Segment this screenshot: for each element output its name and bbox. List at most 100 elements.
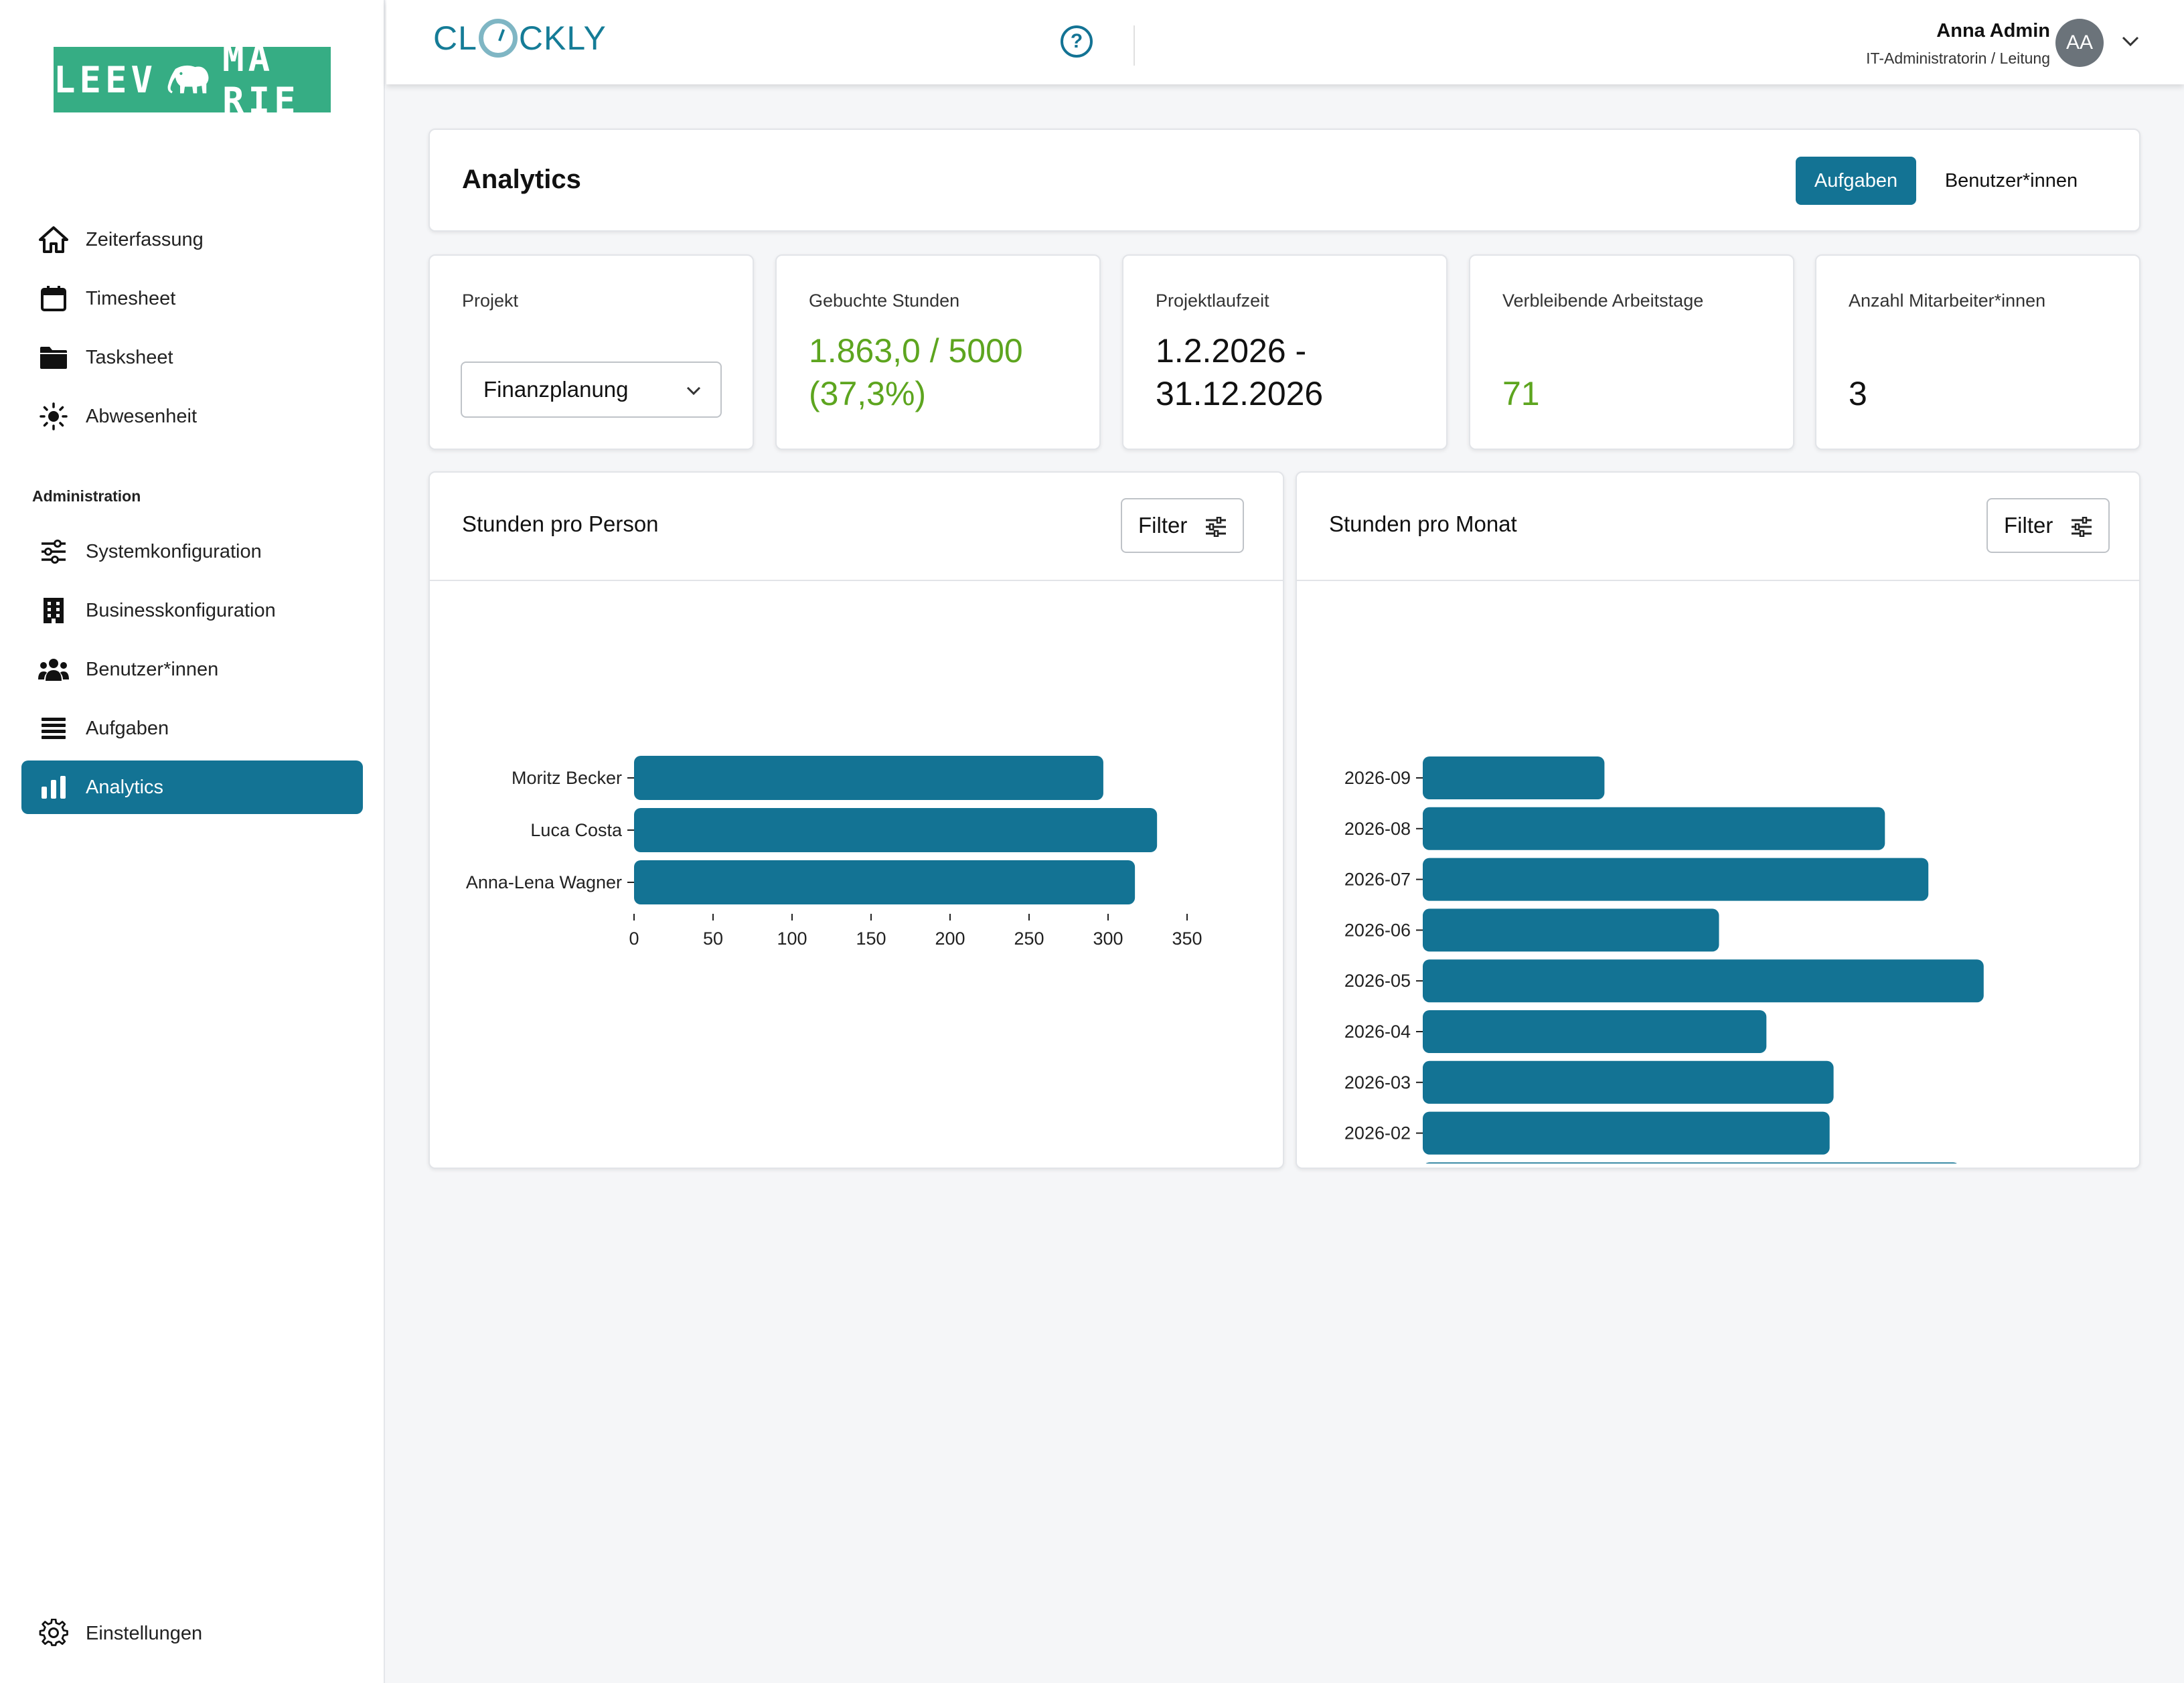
sidebar-item-benutzer[interactable]: Benutzer*innen: [21, 643, 363, 696]
bar-chart-month: 2026-09 2026-08 2026-07 2026-06 2026-05 2026-…: [1344, 756, 1984, 1164]
chart-card-hours-per-month: Stunden pro Monat Filter 2026-09 2026-08 2…: [1296, 471, 2140, 1169]
filter-label: Filter: [1138, 513, 1188, 538]
project-select-value: Finanzplanung: [483, 377, 629, 402]
filter-button[interactable]: Filter: [1121, 498, 1244, 553]
stat-label: Verbleibende Arbeitstage: [1502, 291, 1704, 311]
runtime-end: 31.12.2026: [1156, 375, 1324, 412]
sidebar-item-label: Analytics: [86, 776, 164, 798]
help-button[interactable]: ?: [1061, 25, 1093, 58]
booked-hours-percent: (37,3%): [809, 375, 927, 412]
sidebar-item-tasksheet[interactable]: Tasksheet: [21, 331, 363, 384]
stat-label: Projekt: [462, 291, 519, 311]
chart-bar[interactable]: [634, 808, 1158, 852]
brand-text-right: CKLY: [518, 19, 607, 57]
clock-icon: [478, 19, 518, 58]
stat-card-project: Projekt Finanzplanung: [428, 254, 754, 450]
tab-benutzer[interactable]: Benutzer*innen: [1944, 169, 2078, 191]
sidebar-item-label: Businesskonfiguration: [86, 599, 276, 621]
company-logo[interactable]: LEEV MA RIE: [54, 37, 331, 122]
y-tick-label: 2026-07: [1344, 870, 1411, 890]
sidebar-item-label: Aufgaben: [86, 717, 169, 739]
y-tick-label: Anna-Lena Wagner: [466, 872, 622, 892]
help-icon: ?: [1070, 30, 1083, 52]
calendar-icon: [27, 285, 80, 312]
y-tick-label: Moritz Becker: [512, 768, 622, 788]
folder-icon: [27, 345, 80, 370]
sidebar-item-analytics[interactable]: Analytics: [21, 760, 363, 814]
x-tick-label: 300: [1093, 929, 1123, 949]
chart-bar[interactable]: [1423, 807, 1885, 850]
sidebar-item-zeiterfassung[interactable]: Zeiterfassung: [21, 213, 363, 266]
user-name: Anna Admin: [1936, 20, 2050, 42]
chevron-down-icon[interactable]: [2120, 31, 2140, 51]
booked-hours-value: 1.863,0 / 5000: [809, 332, 1023, 370]
x-tick-label: 150: [856, 929, 886, 949]
stat-label: Anzahl Mitarbeiter*innen: [1849, 291, 2046, 311]
filter-button[interactable]: Filter: [1986, 498, 2110, 553]
sliders-icon: [1206, 517, 1226, 537]
sidebar-item-label: Abwesenheit: [86, 405, 198, 427]
stat-card-remaining-days: Verbleibende Arbeitstage 71: [1469, 254, 1794, 450]
logo-text-left: LEEV: [54, 58, 157, 101]
analytics-title-card: Analytics Aufgaben Benutzer*innen: [428, 129, 2140, 232]
logo-text-right: MA RIE: [222, 37, 300, 122]
home-icon: [27, 226, 80, 253]
stat-value: 1.2.2026 - 31.12.2026: [1156, 329, 1323, 415]
x-tick-label: 0: [629, 929, 639, 949]
sidebar-item-timesheet[interactable]: Timesheet: [21, 272, 363, 325]
chart-bar[interactable]: [1423, 908, 1719, 952]
x-tick-label: 350: [1172, 929, 1202, 949]
brand-text-left: CL: [433, 19, 477, 57]
stat-label: Projektlaufzeit: [1156, 291, 1269, 311]
chart-divider: [430, 580, 1283, 581]
sidebar-item-label: Systemkonfiguration: [86, 540, 262, 562]
chart-bar[interactable]: [1423, 1060, 1834, 1104]
stat-card-booked-hours: Gebuchte Stunden 1.863,0 / 5000 (37,3%): [775, 254, 1101, 450]
x-tick-label: 250: [1014, 929, 1044, 949]
user-role: IT-Administratorin / Leitung: [1866, 50, 2050, 67]
filter-label: Filter: [2004, 513, 2053, 538]
sidebar-item-label: Benutzer*innen: [86, 658, 219, 680]
avatar[interactable]: AA: [2055, 19, 2104, 67]
chart-bar[interactable]: [1423, 959, 1984, 1003]
sidebar-item-label: Einstellungen: [86, 1622, 203, 1644]
chart-bar[interactable]: [1423, 1111, 1830, 1155]
sidebar-item-abwesenheit[interactable]: Abwesenheit: [21, 390, 363, 443]
section-label-administration: Administration: [32, 487, 141, 505]
sidebar-item-label: Zeiterfassung: [86, 228, 204, 250]
chart-bar[interactable]: [1423, 1162, 1960, 1164]
sidebar-item-aufgaben[interactable]: Aufgaben: [21, 702, 363, 755]
sidebar: LEEV MA RIE Zeiterfassung Timesheet Task…: [0, 0, 385, 1683]
y-tick-label: 2026-04: [1344, 1022, 1411, 1042]
project-select[interactable]: Finanzplanung: [461, 362, 722, 418]
header-divider: [1134, 25, 1135, 66]
top-header: CL CKLY ? Anna Admin IT-Administratorin …: [386, 0, 2184, 84]
stat-value: 1.863,0 / 5000 (37,3%): [809, 329, 1023, 415]
sidebar-item-einstellungen[interactable]: Einstellungen: [21, 1607, 363, 1660]
sun-icon: [27, 402, 80, 431]
chart-bar[interactable]: [634, 756, 1103, 800]
stat-card-staff-count: Anzahl Mitarbeiter*innen 3: [1815, 254, 2140, 450]
chart-bar[interactable]: [1423, 1010, 1767, 1053]
tab-aufgaben[interactable]: Aufgaben: [1796, 157, 1916, 205]
elephant-icon: [167, 65, 209, 94]
chart-card-hours-per-person: Stunden pro Person Filter Moritz Becker L…: [428, 471, 1284, 1169]
building-icon: [27, 596, 80, 625]
remaining-days-value: 71: [1502, 375, 1540, 412]
sidebar-item-label: Tasksheet: [86, 346, 173, 368]
y-tick-label: 2026-06: [1344, 920, 1411, 940]
chart-title: Stunden pro Person: [462, 511, 659, 536]
app-brand[interactable]: CL CKLY: [433, 19, 607, 58]
y-tick-label: 2026-02: [1344, 1123, 1411, 1143]
y-tick-label: 2026-09: [1344, 768, 1411, 788]
page-title: Analytics: [462, 165, 581, 194]
x-tick-label: 200: [935, 929, 965, 949]
chart-bar[interactable]: [1423, 858, 1929, 901]
bar-chart-person: Moritz Becker Luca Costa Anna-Lena Wagner 0…: [466, 756, 1202, 949]
chart-bar[interactable]: [634, 860, 1136, 904]
chart-bar[interactable]: [1423, 756, 1605, 799]
sidebar-item-businesskonfiguration[interactable]: Businesskonfiguration: [21, 584, 363, 637]
x-tick-label: 50: [703, 929, 723, 949]
chart-divider: [1297, 580, 2139, 581]
sidebar-item-systemkonfiguration[interactable]: Systemkonfiguration: [21, 525, 363, 578]
